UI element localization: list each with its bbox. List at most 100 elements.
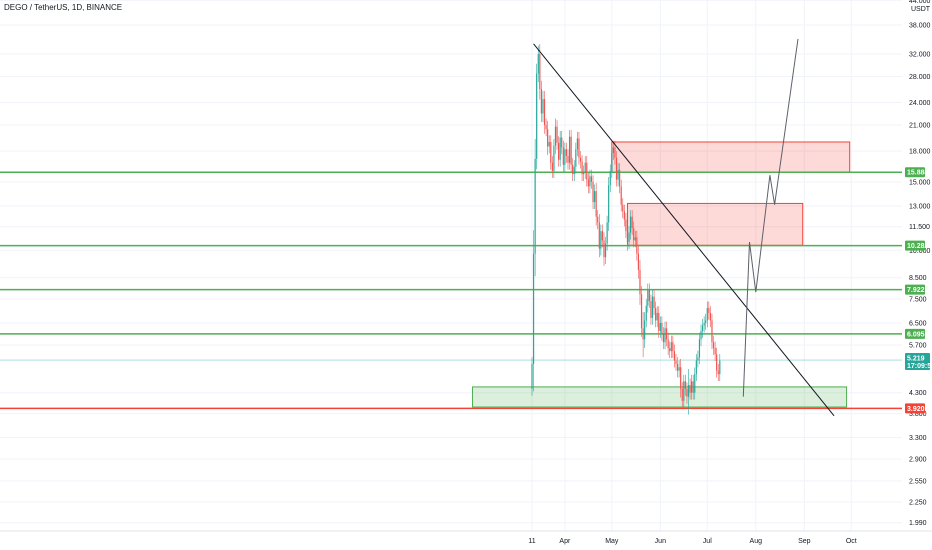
- symbol-title: DEGO / TetherUS, 1D, BINANCE: [4, 3, 123, 12]
- candle-body: [639, 269, 641, 295]
- candle-body: [640, 294, 643, 329]
- candle-body: [670, 342, 672, 352]
- candle-body: [608, 185, 610, 223]
- candle-body: [623, 211, 625, 220]
- candle-body: [595, 191, 597, 217]
- candle-body: [539, 53, 541, 90]
- candle-body: [550, 141, 552, 163]
- candle-body: [717, 370, 719, 375]
- candle-body: [579, 157, 582, 162]
- candle-body: [664, 328, 666, 343]
- candle-body: [556, 126, 558, 143]
- candle-body: [642, 328, 644, 340]
- candle-body: [637, 253, 640, 270]
- candle-body: [594, 191, 596, 203]
- level-tag: [905, 403, 925, 414]
- candle-body: [606, 222, 608, 244]
- candle-body: [625, 219, 627, 232]
- candle-body: [712, 342, 715, 349]
- candle-body: [711, 320, 713, 343]
- candle-body: [655, 308, 657, 321]
- candle-body: [609, 170, 611, 186]
- candle-body: [551, 162, 553, 171]
- candle-body: [542, 99, 544, 114]
- candle-body: [633, 228, 635, 241]
- candle-body: [615, 157, 618, 180]
- candle-body: [622, 204, 624, 212]
- candle-body: [531, 363, 533, 389]
- currency-label: USDT: [911, 6, 931, 13]
- candle-body: [558, 142, 560, 160]
- candle-body: [701, 325, 704, 331]
- price-tick-label: 11.500: [909, 224, 930, 231]
- level-tag: [905, 328, 925, 339]
- candle-body: [659, 322, 661, 331]
- candle-body: [684, 381, 686, 389]
- candle-body: [576, 138, 578, 150]
- candle-body: [587, 179, 589, 187]
- candle-body: [564, 149, 566, 165]
- candle-body: [590, 176, 593, 182]
- candle-body: [601, 231, 604, 241]
- candle-body: [534, 158, 536, 254]
- candle-body: [565, 149, 568, 156]
- candle-body: [662, 333, 665, 343]
- time-tick-label: Jun: [655, 538, 666, 545]
- candle-body: [578, 138, 580, 158]
- candle-body: [661, 322, 663, 334]
- candle-body: [589, 176, 591, 187]
- candle-body: [600, 231, 602, 249]
- candle-body: [570, 136, 572, 165]
- candle-body: [650, 301, 652, 318]
- projection-path: [742, 38, 799, 397]
- level-tag: [905, 167, 925, 178]
- level-tag-label: 3.920: [907, 406, 925, 413]
- candle-layer: [531, 44, 721, 415]
- time-axis[interactable]: 11 Apr May Jun Jul Aug Sep Oct: [0, 530, 932, 545]
- price-tick-label: 24.000: [909, 100, 931, 107]
- level-tag-label: 15.884: [907, 170, 929, 177]
- price-tick-label: 6.500: [909, 320, 927, 327]
- candle-body: [614, 147, 616, 158]
- last-price-tag: [905, 353, 930, 371]
- candle-body: [547, 129, 549, 147]
- candle-body: [581, 161, 583, 175]
- candle-body: [667, 339, 669, 349]
- candle-body: [573, 166, 575, 175]
- level-tag-label: 7.922: [907, 287, 925, 294]
- price-tick-label: 3.800: [909, 411, 927, 418]
- candle-body: [545, 125, 547, 130]
- candle-body: [708, 308, 710, 313]
- last-price-countdown: 17:09:59: [907, 363, 932, 370]
- candle-body: [691, 381, 693, 393]
- candle-body: [543, 99, 546, 126]
- time-tick-label: Apr: [559, 538, 571, 545]
- candle-body: [686, 388, 688, 397]
- time-tick-label: Jul: [703, 538, 712, 545]
- candle-body: [619, 169, 621, 187]
- price-tick-label: 38.000: [909, 23, 931, 30]
- candle-body: [644, 320, 646, 340]
- candle-body: [683, 381, 685, 401]
- price-tick-label: 13.000: [909, 204, 931, 211]
- time-tick-label: Sep: [798, 538, 811, 545]
- time-tick-label: Oct: [846, 538, 857, 545]
- candle-body: [611, 152, 613, 171]
- level-tag: [905, 240, 925, 251]
- candle-body: [673, 351, 676, 361]
- candle-body: [689, 385, 691, 393]
- candle-body: [604, 243, 607, 258]
- price-tick-label: 5.700: [909, 343, 927, 350]
- candle-body: [692, 381, 694, 393]
- candle-body: [656, 312, 658, 321]
- candle-body: [583, 172, 585, 175]
- candle-body: [658, 312, 660, 331]
- candle-body: [675, 360, 677, 364]
- candle-body: [706, 308, 708, 321]
- candle-body: [648, 290, 650, 302]
- candle-body: [647, 290, 649, 306]
- candle-body: [628, 232, 630, 243]
- price-tick-label: 2.250: [909, 500, 927, 507]
